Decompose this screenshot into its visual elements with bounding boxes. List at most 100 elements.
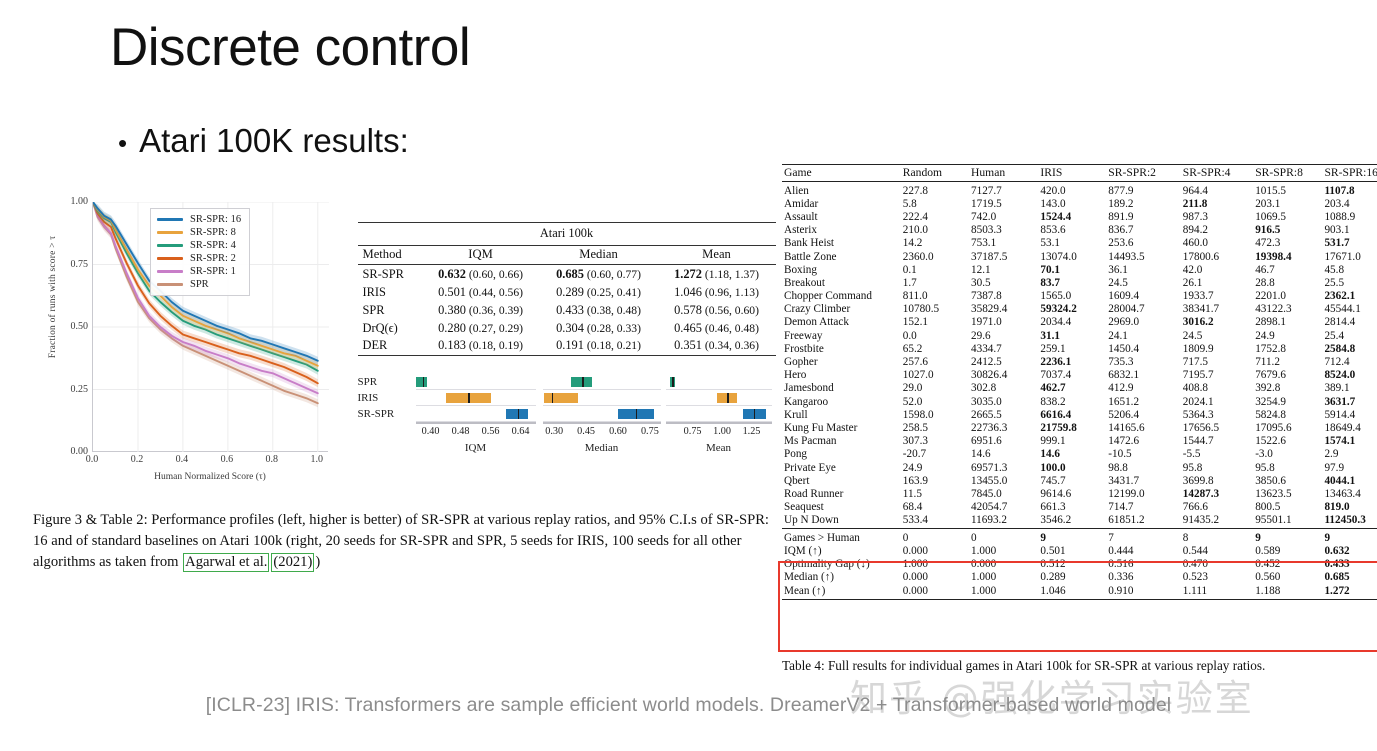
table4-value-cell: 2969.0 — [1108, 316, 1140, 329]
table-row: Kangaroo 52.0 3035.0 838.2 1651.2 2024.1 3254.… — [782, 395, 1377, 408]
table4-value-cell: 712.4 — [1324, 356, 1350, 369]
table4-value-cell: 1651.2 — [1108, 395, 1140, 408]
table4-value-cell: 2034.4 — [1040, 316, 1072, 329]
table4-value-cell: 14287.3 — [1182, 487, 1220, 500]
table-row: Freeway 0.0 29.6 31.1 24.1 24.5 24.9 25.4 — [782, 329, 1377, 342]
table4-value-cell: 0.0 — [902, 329, 917, 342]
table4-value-cell: 916.5 — [1255, 224, 1281, 237]
y-tick-label: 0.25 — [70, 383, 89, 395]
table4-value-cell: 65.2 — [902, 342, 923, 355]
legend-label: SR-SPR: 2 — [190, 253, 236, 264]
table4-value-cell: 0 — [971, 531, 977, 544]
interval-lane — [665, 374, 772, 390]
table4-value-cell: 2360.0 — [902, 250, 934, 263]
table4-value-cell: 42.0 — [1182, 263, 1203, 276]
table4-value-cell: 735.3 — [1108, 356, 1134, 369]
table4-value-cell: 1544.7 — [1182, 435, 1214, 448]
table4-game-cell: Freeway — [784, 329, 823, 342]
performance-profile-chart: Fraction of runs with score > τ 0.00 0.25… — [32, 196, 344, 496]
table4-value-cell: 1971.0 — [971, 316, 1002, 329]
table2-value-cell: 0.183 (0.18, 0.19) — [438, 338, 523, 353]
table4-game-cell: Krull — [784, 408, 808, 421]
interval-point-estimate — [672, 377, 674, 387]
table4-value-cell: 0.1 — [902, 263, 917, 276]
legend-item: SR-SPR: 2 — [157, 253, 241, 264]
table-row: SPR 0.380 (0.36, 0.39) 0.433 (0.38, 0.48) 0… — [358, 301, 776, 319]
table4-game-cell: Asterix — [784, 224, 817, 237]
table4-value-cell: 38341.7 — [1182, 303, 1220, 316]
legend-label: SR-SPR: 1 — [190, 266, 236, 277]
table4-value-cell: 7679.6 — [1255, 369, 1286, 382]
table4-value-cell: 203.1 — [1255, 197, 1281, 210]
table2-method-cell: SR-SPR — [362, 267, 404, 282]
interval-lane — [542, 390, 661, 406]
table2-value-cell: 0.632 (0.60, 0.66) — [438, 267, 523, 282]
table4-value-cell: 838.2 — [1040, 395, 1066, 408]
table4-value-cell: 392.8 — [1255, 382, 1281, 395]
table2-method-cell: DrQ(ϵ) — [362, 320, 398, 335]
table4-game-cell: Chopper Command — [784, 290, 872, 303]
table-row: DrQ(ϵ) 0.280 (0.27, 0.29) 0.304 (0.28, 0.3… — [358, 319, 776, 337]
table-row: Assault 222.4 742.0 1524.4 891.9 987.3 1069.5 1… — [782, 210, 1377, 223]
table4-game-cell: Demon Attack — [784, 316, 849, 329]
table4-value-cell: 717.5 — [1182, 356, 1208, 369]
table-row: Amidar 5.8 1719.5 143.0 189.2 211.8 203.1 203.4 — [782, 197, 1377, 210]
figure-caption: Figure 3 & Table 2: Performance profiles… — [33, 510, 773, 573]
table4-value-cell: 853.6 — [1040, 224, 1066, 237]
interval-point-estimate — [517, 409, 519, 419]
table4-game-cell: Mean (↑) — [782, 583, 901, 600]
table4-value-cell: 24.9 — [1255, 329, 1275, 342]
table4-value-cell: -20.7 — [902, 448, 927, 461]
table4-value-cell: 1015.5 — [1255, 184, 1286, 197]
table2-value-cell: 0.304 (0.28, 0.33) — [556, 320, 641, 335]
table4-value-cell: 1.188 — [1253, 583, 1323, 600]
table2-value-cell: 0.578 (0.56, 0.60) — [674, 302, 759, 317]
table4-value-cell: 389.1 — [1324, 382, 1350, 395]
table2-col-header: Mean — [702, 247, 731, 262]
table4-value-cell: 811.0 — [902, 290, 928, 303]
table4-value-cell: 8524.0 — [1324, 369, 1356, 382]
table4-col-header: SR-SPR:8 — [1253, 163, 1323, 183]
x-tick-label: 1.0 — [310, 454, 324, 465]
table4-value-cell: 22736.3 — [971, 421, 1008, 434]
table4-value-cell: 91435.2 — [1180, 513, 1254, 530]
table-row: Boxing 0.1 12.1 70.1 36.1 42.0 46.7 45.8 — [782, 263, 1377, 276]
table4-game-cell: Kung Fu Master — [784, 421, 858, 434]
table4-value-cell: 45.8 — [1324, 263, 1345, 276]
table4-value-cell: 45544.1 — [1324, 303, 1361, 316]
table4-value-cell: -3.0 — [1255, 448, 1273, 461]
interval-bar — [571, 377, 593, 387]
table4-value-cell: 13455.0 — [971, 474, 1008, 487]
interval-point-estimate — [754, 409, 756, 419]
table4-game-cell: Up N Down — [782, 513, 901, 530]
table-row: Median (↑) 0.000 1.000 0.289 0.336 0.523 0.560… — [782, 571, 1377, 584]
table4-value-cell: 1.000 — [971, 571, 997, 584]
table4-value-cell: 7845.0 — [971, 487, 1002, 500]
legend-label: SPR — [190, 279, 209, 290]
table4-col-header: Game — [782, 163, 901, 183]
table2-value-cell: 0.501 (0.44, 0.56) — [438, 285, 523, 300]
table4-value-cell: 143.0 — [1040, 197, 1066, 210]
table4-value-cell: 17656.5 — [1182, 421, 1220, 434]
table4-value-cell: 29.6 — [971, 329, 991, 342]
table4-value-cell: 0.501 — [1040, 544, 1066, 557]
table4-value-cell: 0.452 — [1255, 558, 1281, 571]
table4-value-cell: 7387.8 — [971, 290, 1002, 303]
citation-author-link[interactable]: Agarwal et al. — [183, 553, 270, 573]
table4-value-cell: 9 — [1255, 531, 1261, 544]
table2-group-header: Atari 100k — [539, 226, 594, 240]
table4-value-cell: 95.8 — [1255, 461, 1275, 474]
table4-value-cell: 0.512 — [1040, 558, 1066, 571]
table4-value-cell: 152.1 — [902, 316, 928, 329]
table4-value-cell: 0.589 — [1255, 544, 1281, 557]
table4-value-cell: 742.0 — [971, 210, 997, 223]
interval-tick-label: 0.75 — [683, 426, 702, 437]
table4-col-header: SR-SPR:16 — [1322, 163, 1377, 183]
citation-year-link[interactable]: (2021) — [271, 553, 315, 573]
interval-axis-title: Mean — [705, 442, 732, 454]
table4-value-cell: 14165.6 — [1108, 421, 1145, 434]
table4-value-cell: 10780.5 — [902, 303, 940, 316]
legend-item: SR-SPR: 4 — [157, 240, 241, 251]
table4-value-cell: 1.000 — [969, 583, 1039, 600]
interval-tick-label: 0.40 — [421, 426, 440, 437]
